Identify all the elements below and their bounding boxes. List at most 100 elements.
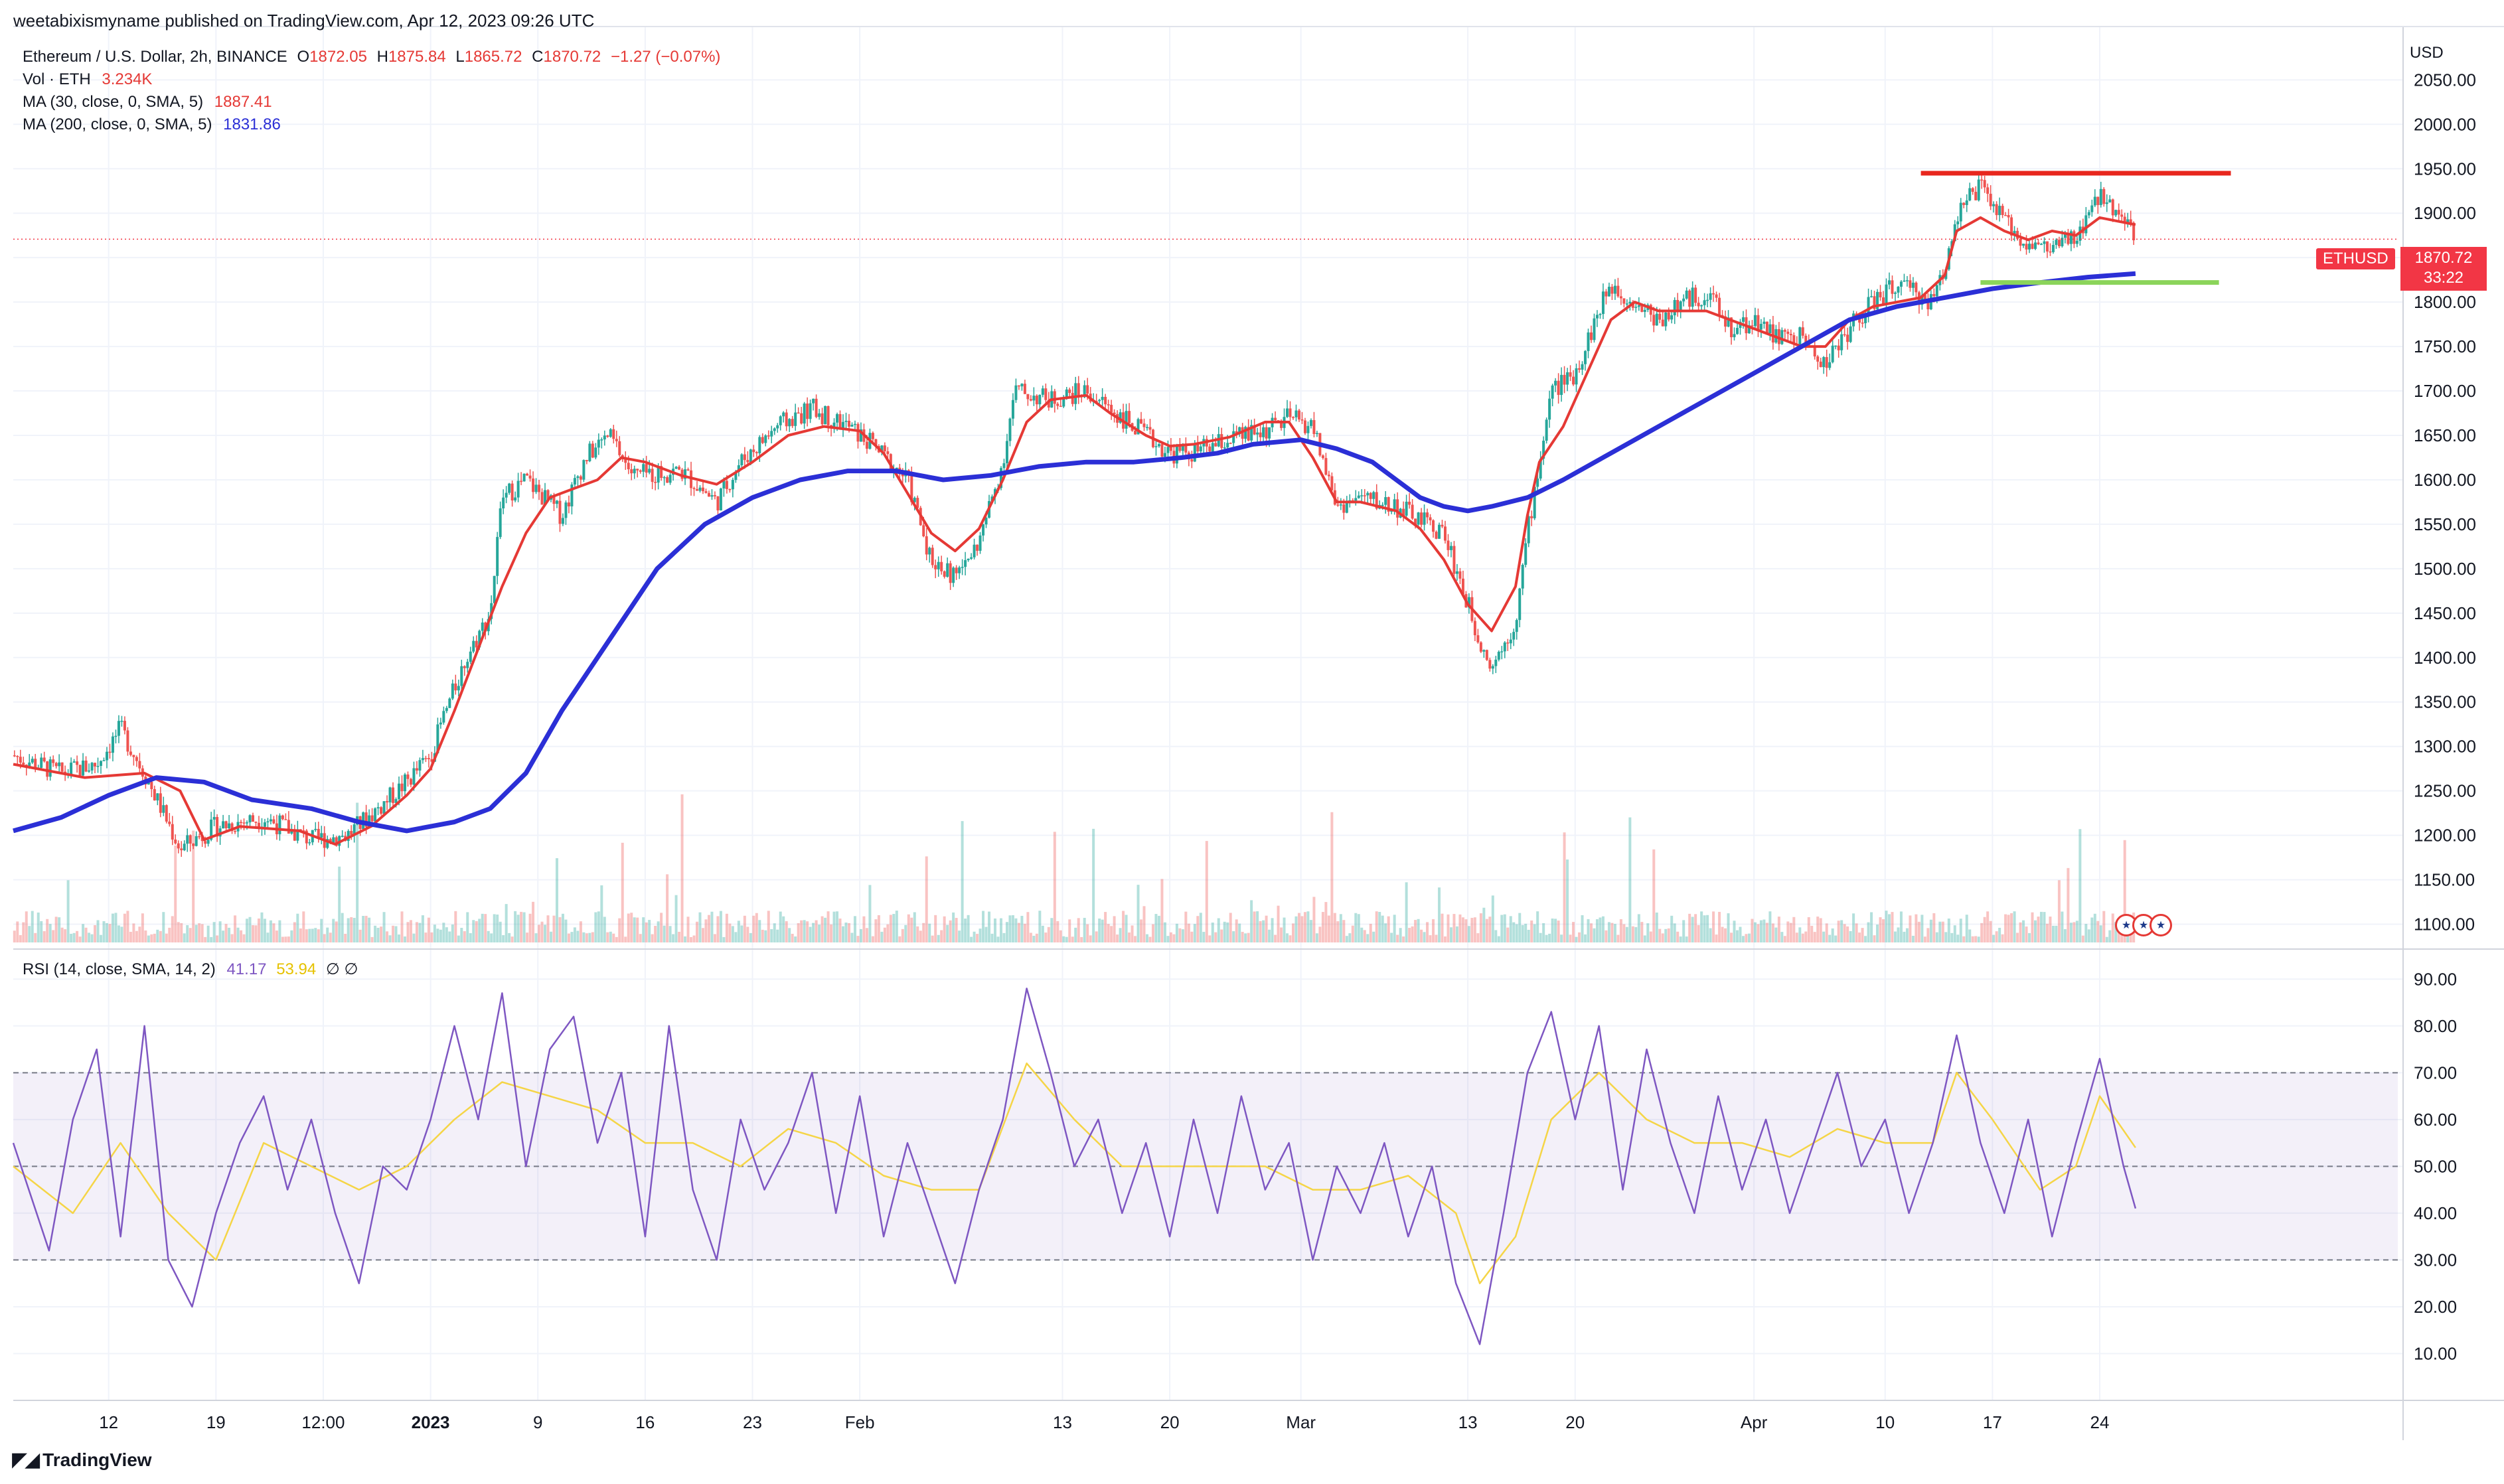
volume-bar — [779, 911, 782, 942]
candle-body — [728, 488, 732, 490]
price-tick-label: 2000.00 — [2414, 114, 2476, 134]
last-price-value: 1870.72 — [2414, 249, 2473, 267]
volume-bar — [1023, 923, 1026, 942]
candle-body — [1804, 335, 1808, 343]
candle-body — [454, 683, 457, 691]
candle-body — [48, 759, 52, 777]
candle-body — [1315, 433, 1318, 434]
volume-bar — [826, 911, 830, 942]
rsi-tick-label: 60.00 — [2414, 1110, 2457, 1130]
candle-body — [1831, 345, 1834, 362]
volume-bar — [180, 923, 183, 942]
candle-body — [174, 839, 177, 844]
volume-bar — [734, 932, 738, 942]
volume-bar — [329, 932, 332, 942]
candle-body — [1786, 331, 1790, 334]
event-markers[interactable]: ★ ★ ★ — [2115, 914, 2172, 936]
volume-bar — [1163, 922, 1166, 942]
volume-bar — [844, 923, 848, 942]
us-flag-icon[interactable]: ★ — [2150, 914, 2172, 936]
candle-body — [567, 502, 570, 506]
candle-body — [1321, 455, 1324, 459]
volume-bar — [1378, 912, 1381, 942]
volume-bar — [1509, 916, 1512, 942]
volume-bar — [898, 936, 901, 942]
candle-body — [1223, 447, 1226, 449]
volume-bar — [1768, 911, 1772, 942]
candle-body — [1915, 282, 1918, 293]
volume-bar — [2043, 912, 2046, 942]
candle-body — [150, 781, 153, 790]
candle-body — [1751, 325, 1754, 327]
volume-bar — [1843, 924, 1846, 942]
symbol-legend: Ethereum / U.S. Dollar, 2h, BINANCE O187… — [23, 48, 720, 66]
volume-bar — [1861, 928, 1864, 942]
candle-body — [1023, 384, 1026, 394]
volume-bar — [815, 920, 818, 942]
candle-body — [34, 759, 37, 770]
volume-bar — [907, 914, 910, 942]
volume-bar — [490, 933, 493, 942]
volume-bar — [2111, 913, 2114, 942]
volume-bar — [922, 923, 925, 942]
volume-bar — [186, 925, 189, 942]
volume-bar — [52, 930, 55, 942]
candle-body — [499, 508, 502, 538]
candle-body — [704, 491, 708, 493]
volume-bar — [442, 923, 445, 942]
volume-bar — [1324, 902, 1328, 942]
close-key: C — [532, 48, 544, 66]
volume-bar — [493, 914, 496, 942]
volume-bar — [1819, 918, 1822, 942]
candle-body — [716, 496, 720, 511]
tradingview-logo[interactable]: ◤◢ TradingView — [12, 1448, 152, 1471]
volume-bar — [1309, 920, 1312, 942]
candle-body — [573, 478, 576, 485]
candle-body — [388, 787, 392, 802]
candle-body — [510, 483, 514, 501]
candle-body — [1545, 419, 1548, 441]
volume-bar — [192, 830, 195, 942]
candle-body — [636, 469, 639, 471]
volume-bar — [1119, 928, 1122, 942]
candle-body — [958, 567, 961, 573]
candle-body — [100, 761, 103, 767]
candle-body — [821, 413, 824, 425]
candle-body — [800, 413, 803, 424]
volume-bar — [323, 934, 326, 942]
volume-bar — [1053, 832, 1056, 942]
candle-body — [946, 563, 949, 577]
volume-bar — [648, 920, 651, 942]
candle-body — [1461, 578, 1464, 595]
volume-bar — [2087, 929, 2090, 942]
volume-bar — [212, 922, 216, 942]
volume-bar — [1658, 928, 1662, 942]
candle-body — [1655, 313, 1658, 326]
candle-body — [1727, 317, 1730, 327]
volume-bar — [1497, 936, 1500, 942]
volume-bar — [534, 933, 538, 942]
volume-bar — [636, 917, 639, 942]
candle-body — [1250, 425, 1253, 441]
volume-bar — [913, 912, 916, 942]
candle-body — [1345, 501, 1348, 513]
volume-bar — [2105, 936, 2108, 942]
volume-bar — [868, 885, 872, 942]
candle-body — [734, 472, 738, 481]
candle-body — [84, 760, 88, 772]
volume-bar — [1408, 928, 1411, 942]
candle-body — [1569, 372, 1572, 377]
candle-body — [1926, 299, 1930, 310]
volume-bar — [2025, 927, 2028, 942]
volume-bar — [2007, 915, 2010, 942]
candle-body — [156, 793, 159, 801]
volume-bar — [1923, 936, 1926, 942]
candle-body — [576, 476, 580, 479]
time-tick-label: Mar — [1286, 1412, 1316, 1432]
candle-body — [1935, 285, 1938, 297]
volume-bar — [1962, 936, 1966, 942]
volume-bar — [1372, 931, 1375, 942]
volume-bar — [1917, 921, 1920, 942]
candle-body — [546, 490, 550, 500]
